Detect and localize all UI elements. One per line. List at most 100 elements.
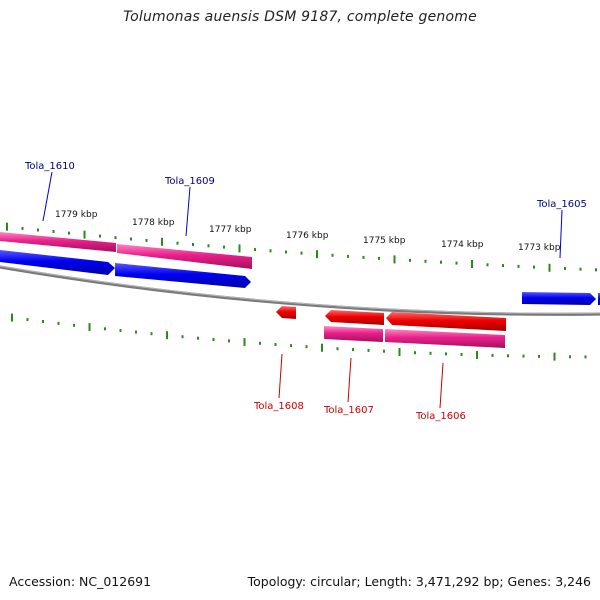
minor-tick (383, 349, 385, 353)
minor-tick (440, 260, 442, 264)
minor-tick (228, 339, 230, 343)
minor-tick (114, 236, 117, 240)
major-tick (476, 351, 478, 359)
inner-tick-row (11, 313, 587, 361)
minor-tick (460, 353, 463, 356)
minor-tick (150, 332, 153, 336)
minor-tick (259, 341, 261, 345)
gene-label-tola-1607[interactable]: Tola_1607 (323, 405, 374, 416)
major-tick (88, 323, 91, 332)
minor-tick (37, 228, 39, 232)
cds-arrow-tola-1607[interactable] (325, 310, 384, 325)
cds-arrow-tola-1610[interactable] (0, 250, 115, 275)
gene-band-tola-1607[interactable] (324, 326, 383, 342)
topology-summary: Topology: circular; Length: 3,471,292 bp… (247, 574, 591, 589)
gene-band-tola-1610[interactable] (0, 232, 116, 252)
kbp-label: 1777 kbp (209, 225, 252, 235)
major-tick (166, 331, 168, 340)
major-tick (161, 237, 163, 246)
major-tick (471, 260, 473, 268)
minor-tick (507, 354, 509, 358)
minor-tick (26, 318, 29, 322)
minor-tick (455, 261, 458, 265)
minor-tick (595, 268, 597, 272)
minor-tick (130, 237, 132, 241)
major-tick (398, 348, 401, 356)
minor-tick (579, 267, 582, 271)
minor-tick (305, 345, 308, 349)
minor-tick (104, 327, 106, 331)
cds-arrow-tola-1605[interactable] (522, 292, 596, 305)
kbp-label: 1774 kbp (441, 240, 484, 250)
minor-tick (99, 234, 101, 238)
minor-tick (145, 238, 148, 242)
minor-tick (73, 323, 75, 327)
minor-tick (429, 351, 432, 355)
gene-label-tola-1606[interactable]: Tola_1606 (415, 411, 466, 422)
major-tick (243, 338, 246, 347)
minor-tick (517, 264, 520, 268)
minor-tick (207, 244, 210, 248)
minor-tick (119, 329, 122, 332)
kbp-labels: 1779 kbp 1778 kbp 1777 kbp 1776 kbp 1775… (55, 210, 561, 253)
major-tick (553, 352, 556, 361)
minor-tick (192, 243, 194, 246)
cds-arrow-tola-1609[interactable] (115, 263, 251, 288)
minor-tick (414, 351, 416, 355)
minor-tick (424, 259, 427, 263)
kbp-label: 1776 kbp (286, 231, 329, 241)
major-tick (321, 343, 323, 352)
major-tick (316, 250, 318, 259)
map-title: Tolumonas auensis DSM 9187, complete gen… (123, 9, 477, 25)
minor-tick (584, 355, 587, 359)
gene-label-tola-1609[interactable]: Tola_1609 (164, 176, 215, 187)
gene-label-tola-1605[interactable]: Tola_1605 (536, 199, 587, 210)
genome-backbone-highlight (0, 265, 600, 314)
minor-tick (197, 336, 199, 340)
minor-tick (569, 355, 571, 359)
minor-tick (538, 354, 540, 358)
major-tick (238, 244, 241, 253)
minor-tick (223, 245, 225, 249)
minor-tick (522, 354, 525, 358)
accession-text: Accession: NC_012691 (9, 574, 152, 589)
gene-label-tola-1610[interactable]: Tola_1610 (24, 161, 75, 172)
gene-label-tola-1608[interactable]: Tola_1608 (253, 401, 304, 412)
leader-line-tola-1606 (439, 362, 444, 409)
minor-tick (135, 330, 137, 334)
minor-tick (290, 344, 292, 348)
minor-tick (212, 338, 215, 341)
minor-tick (274, 343, 277, 346)
minor-tick (352, 348, 354, 352)
minor-tick (300, 251, 303, 255)
major-tick (548, 263, 551, 272)
gene-band-tola-1609[interactable] (117, 244, 252, 269)
minor-tick (254, 248, 256, 252)
leader-line-tola-1608 (278, 353, 283, 399)
minor-tick (336, 347, 339, 351)
cds-arrow-tola-1608[interactable] (276, 306, 296, 319)
leader-lines (42, 171, 563, 409)
minor-tick (486, 263, 489, 267)
leader-line-tola-1607 (347, 357, 352, 403)
minor-tick (21, 226, 24, 230)
kbp-label: 1778 kbp (132, 218, 175, 228)
minor-tick (347, 254, 349, 258)
kbp-label: 1779 kbp (55, 210, 98, 220)
cds-arrow-tola-1606[interactable] (386, 312, 506, 331)
major-tick (6, 222, 8, 231)
leader-line-tola-1609 (185, 186, 191, 237)
minor-tick (362, 255, 365, 259)
minor-tick (331, 253, 334, 257)
leader-line-tola-1605 (559, 209, 563, 259)
gene-labels: Tola_1610 Tola_1609 Tola_1605 Tola_1608 … (24, 161, 587, 422)
minor-tick (269, 249, 272, 253)
minor-tick (378, 256, 380, 260)
minor-tick (445, 352, 447, 356)
minor-tick (502, 264, 504, 268)
major-tick (11, 313, 13, 322)
minor-tick (491, 353, 494, 357)
gene-band-tola-1606[interactable] (385, 329, 505, 348)
minor-tick (533, 265, 535, 269)
